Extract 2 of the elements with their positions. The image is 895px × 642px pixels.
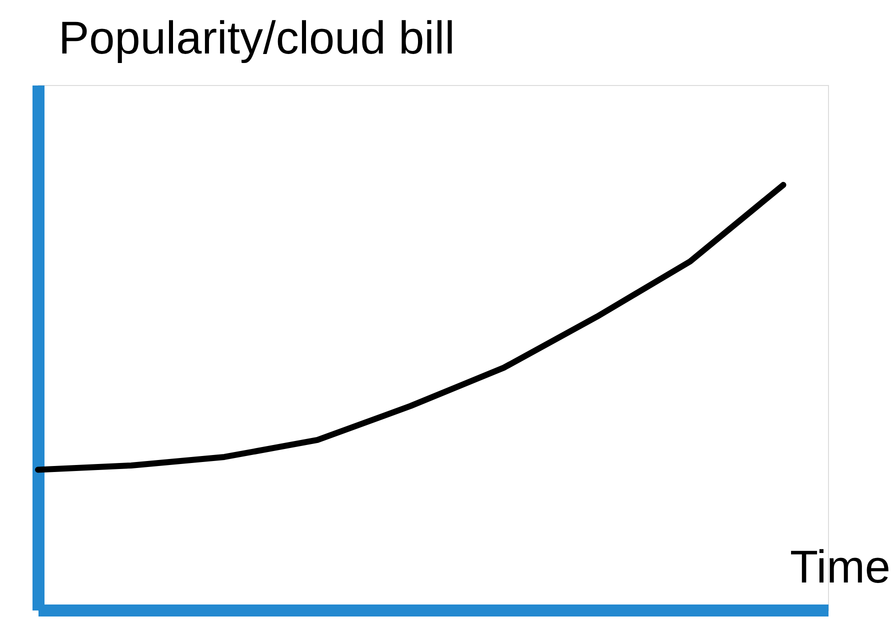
x-axis-title: Time — [790, 540, 890, 592]
y-axis-title: Popularity/cloud bill — [58, 12, 455, 64]
